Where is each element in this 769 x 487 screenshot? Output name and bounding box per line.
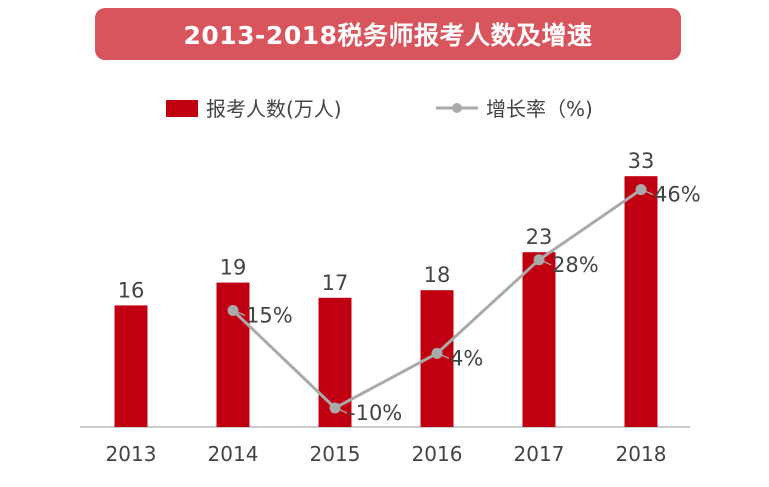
bar-label-2013: 16 [118,278,145,302]
x-tick-2014: 2014 [208,442,259,466]
rate-marker-2014 [227,305,239,316]
bar-2013 [114,305,148,427]
bar-label-2017: 23 [526,225,553,249]
rate-line-group: 15% -10% 4% 28% 46% [227,183,701,425]
x-tick-2018: 2018 [616,442,667,466]
bar-label-2018: 33 [628,149,655,173]
bar-label-2016: 18 [424,263,451,287]
legend: 报考人数(万人) 增长率（%) [166,97,593,121]
rate-leader-2018 [643,190,654,196]
bar-2017 [522,252,556,427]
bar-labels-group: 16 19 17 18 23 33 [118,149,655,302]
x-tick-2013: 2013 [106,442,157,466]
x-tick-2016: 2016 [412,442,463,466]
chart-title: 2013-2018税务师报考人数及增速 [95,8,681,60]
x-tick-2015: 2015 [310,442,361,466]
legend-label-line: 增长率（%) [486,97,593,121]
bar-2018 [624,176,658,427]
rate-marker-2015 [329,402,341,414]
rate-leader-2014 [235,310,246,317]
bar-label-2014: 19 [220,256,247,280]
rate-label-2014: 15% [246,304,293,328]
legend-swatch-marker [452,103,462,113]
x-ticks-group: 2013 2014 2015 2016 2017 2018 [106,442,667,466]
rate-leader-2017 [541,260,552,266]
bar-label-2015: 17 [322,271,349,295]
legend-swatch-bar [166,100,198,117]
rate-marker-2016 [431,347,443,359]
rate-marker-2018 [635,184,647,196]
bar-2014 [216,282,250,427]
rate-leader-2015 [337,408,348,414]
bars-group [114,176,658,427]
rate-marker-2017 [533,254,545,266]
rate-label-2016: 4% [450,346,483,370]
legend-label-bar: 报考人数(万人) [206,97,342,121]
rate-label-2017: 28% [552,253,599,277]
rate-label-2015: -10% [348,401,402,425]
rate-label-2018: 46% [654,183,701,207]
rate-leader-2016 [439,353,450,359]
x-tick-2017: 2017 [514,442,565,466]
